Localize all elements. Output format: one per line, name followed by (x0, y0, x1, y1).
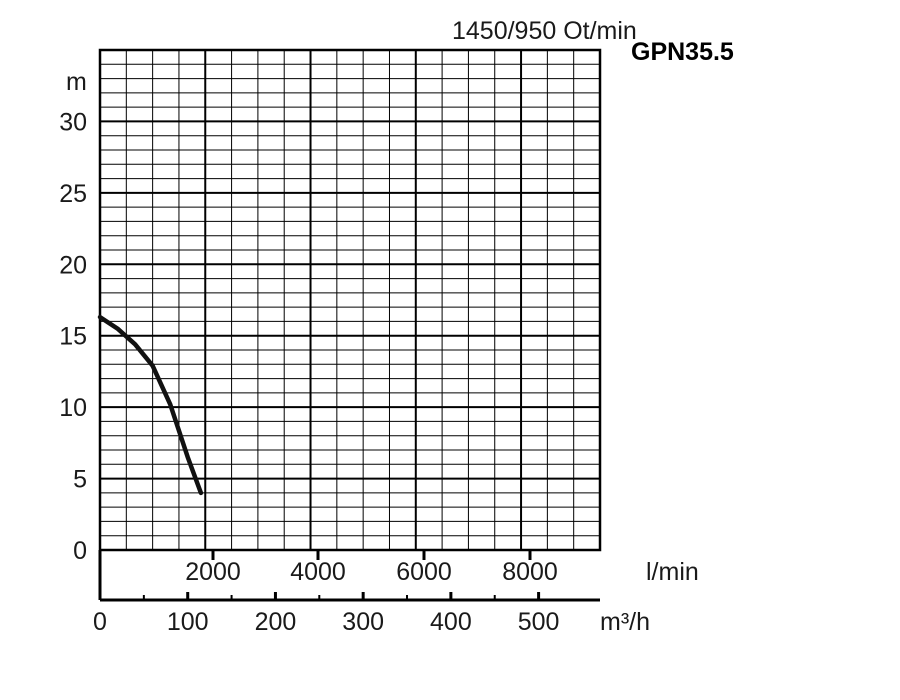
y-tick-label: 20 (59, 251, 87, 279)
flow-tick-label: 300 (342, 608, 384, 636)
lpm-tick-label: 8000 (502, 558, 558, 586)
chart-axes (98, 550, 600, 602)
lpm-tick-label: 6000 (396, 558, 452, 586)
flow-tick-label: 0 (93, 608, 107, 636)
y-tick-labels: 0 5 10 15 20 25 30 (59, 108, 87, 565)
flow-axis-label: m³/h (600, 608, 650, 636)
pump-model-label: GPN35.5 (631, 38, 734, 66)
lpm-tick-labels: 2000 4000 6000 8000 (185, 558, 558, 586)
y-tick-label: 10 (59, 394, 87, 422)
flow-tick-labels: 0 100 200 300 400 500 (93, 608, 559, 636)
y-axis-label: m (66, 68, 87, 96)
y-tick-label: 0 (73, 537, 87, 565)
plot-frame (98, 48, 602, 552)
lpm-tick-label: 2000 (185, 558, 241, 586)
chart-grid (98, 48, 602, 552)
flow-tick-label: 400 (430, 608, 472, 636)
lpm-tick-label: 4000 (290, 558, 346, 586)
flow-tick-label: 500 (518, 608, 560, 636)
chart-title: 1450/950 Ot/min (452, 17, 637, 45)
lpm-axis-label: l/min (646, 558, 699, 586)
y-tick-label: 25 (59, 180, 87, 208)
flow-tick-label: 100 (167, 608, 209, 636)
y-tick-label: 30 (59, 108, 87, 136)
pump-curve-line (97, 314, 204, 496)
y-tick-label: 15 (59, 323, 87, 351)
chart-series (97, 314, 204, 496)
flow-tick-label: 200 (255, 608, 297, 636)
y-tick-label: 5 (73, 466, 87, 494)
